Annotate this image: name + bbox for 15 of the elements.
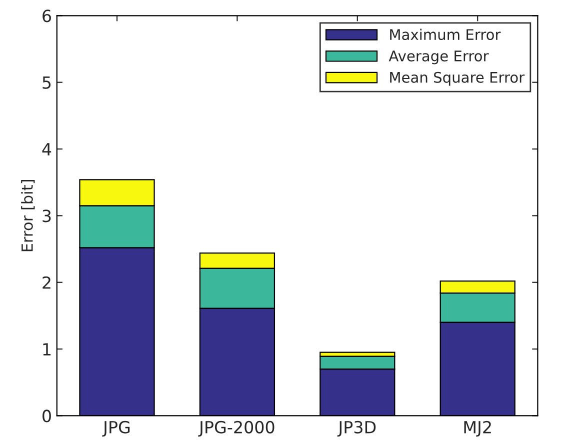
x-tick-label: JPG [102,420,130,437]
legend-label: Mean Square Error [390,72,525,86]
legend-label: Average Error [388,50,489,64]
y-tick-label: 2 [42,276,50,289]
y-tick-label: 5 [42,76,51,89]
y-tick-label: 6 [42,10,51,22]
x-tick-label: JPG-2000 [198,420,274,437]
y-tick-label: 1 [43,343,50,356]
x-tick-label: JP3D [337,420,376,437]
y-axis-title: Error [bit] [21,180,35,252]
y-tick-label: 4 [42,143,52,156]
x-tick-label: MJ2 [464,420,491,437]
y-tick-label: 3 [42,210,51,222]
legend-label: Maximum Error [390,28,501,40]
y-tick-label: 0 [42,410,51,422]
